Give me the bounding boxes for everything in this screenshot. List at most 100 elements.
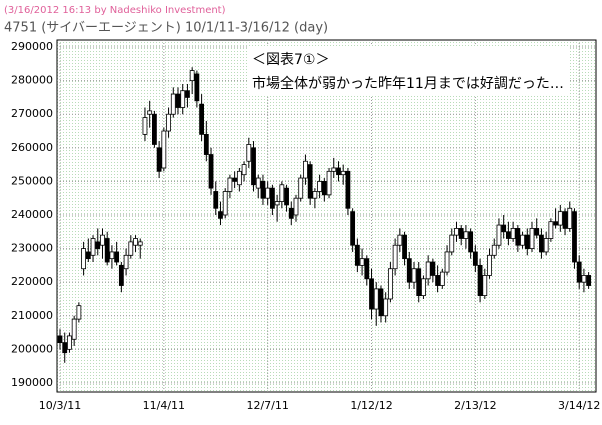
candle-body <box>553 221 558 226</box>
candle-body <box>387 268 393 300</box>
candle-body <box>81 248 86 270</box>
candle-body <box>557 211 563 226</box>
candle-body <box>67 335 72 350</box>
y-tick-label: 290000 <box>11 40 53 53</box>
candle-body <box>260 181 266 199</box>
candle-body <box>406 258 412 283</box>
candle-body <box>411 268 417 283</box>
y-tick-label: 270000 <box>11 107 53 120</box>
candle-body <box>203 133 209 155</box>
annotation: ＜図表7①＞ <box>252 52 329 68</box>
candle-body <box>85 251 91 260</box>
candle-body <box>95 241 101 249</box>
candle-body <box>482 275 488 297</box>
candle-body <box>458 228 464 239</box>
candle-body <box>505 231 511 239</box>
candle-body <box>303 160 308 179</box>
candle-body <box>114 251 120 263</box>
candle-body <box>161 130 167 169</box>
candle-body <box>416 268 422 297</box>
y-tick-label: 260000 <box>11 141 53 154</box>
candle-body <box>57 335 63 344</box>
candle-body <box>463 231 469 239</box>
candle-body <box>543 238 549 253</box>
y-tick-label: 200000 <box>11 342 53 355</box>
candle-body <box>312 191 318 199</box>
candle-body <box>326 170 332 196</box>
candle-body <box>524 234 530 249</box>
candle-body <box>383 298 389 317</box>
candle-body <box>548 221 554 239</box>
candle-body <box>175 93 181 108</box>
candle-body <box>251 147 256 186</box>
candle-body <box>364 258 370 280</box>
candle-body <box>137 241 143 246</box>
y-tick-label: 250000 <box>11 174 53 187</box>
candle-body <box>449 234 455 253</box>
candle-body <box>133 238 138 246</box>
candle-body <box>576 261 582 283</box>
candle-body <box>421 278 426 297</box>
candle-body <box>185 90 190 98</box>
candle-body <box>118 264 124 286</box>
candle-body <box>477 264 483 297</box>
candle-body <box>567 207 573 229</box>
candle-body <box>232 177 238 182</box>
candle-body <box>284 187 289 206</box>
candle-body <box>350 211 356 246</box>
candle-body <box>104 238 110 263</box>
candle-body <box>147 110 153 115</box>
candle-body <box>510 228 516 239</box>
candle-body <box>331 167 337 172</box>
candle-body <box>142 117 148 135</box>
candle-body <box>487 254 492 276</box>
candle-body <box>472 251 478 266</box>
candle-body <box>100 234 105 246</box>
candle-body <box>496 224 502 246</box>
candle-body <box>156 147 162 172</box>
candle-body <box>392 244 398 270</box>
candle-body <box>199 103 205 135</box>
candle-body <box>222 191 228 216</box>
candle-body <box>62 342 68 354</box>
y-tick-label: 210000 <box>11 309 53 322</box>
candle-body <box>562 211 568 229</box>
watermark: (3/16/2012 16:13 by Nadeshiko Investment… <box>4 5 226 16</box>
candle-body <box>491 244 497 256</box>
x-tick-label: 3/14/12 <box>558 399 600 412</box>
candle-body <box>430 261 436 276</box>
y-tick-label: 240000 <box>11 208 53 221</box>
candle-body <box>468 231 474 253</box>
candle-body <box>454 228 459 236</box>
x-tick-label: 1/12/12 <box>350 399 392 412</box>
candle-body <box>425 261 431 280</box>
candle-body <box>213 191 219 209</box>
candle-body <box>170 93 176 115</box>
candle-body <box>128 241 134 256</box>
candle-body <box>444 251 450 273</box>
candle-body <box>90 238 96 256</box>
chart-title: 4751 (サイバーエージェント) 10/1/11-3/16/12 (day) <box>4 21 328 36</box>
annotation: 市場全体が弱かった昨年11月までは好調だった… <box>252 75 564 92</box>
candle-body <box>246 144 252 162</box>
candle-body <box>515 228 521 246</box>
x-tick-label: 12/7/11 <box>246 399 288 412</box>
candle-body <box>269 187 275 209</box>
y-tick-label: 230000 <box>11 242 53 255</box>
candle-body <box>369 278 374 310</box>
candle-body <box>293 197 299 216</box>
candle-body <box>373 288 379 310</box>
candle-body <box>288 207 294 219</box>
candle-body <box>194 73 200 102</box>
candle-body <box>321 181 327 196</box>
x-tick-label: 2/13/12 <box>454 399 496 412</box>
candle-body <box>255 177 261 189</box>
candle-body <box>109 251 115 260</box>
candle-body <box>572 211 577 263</box>
candle-body <box>359 258 365 266</box>
candle-body <box>208 154 214 189</box>
candle-body <box>354 244 360 266</box>
candle-body <box>378 288 384 317</box>
candle-body <box>586 275 592 286</box>
